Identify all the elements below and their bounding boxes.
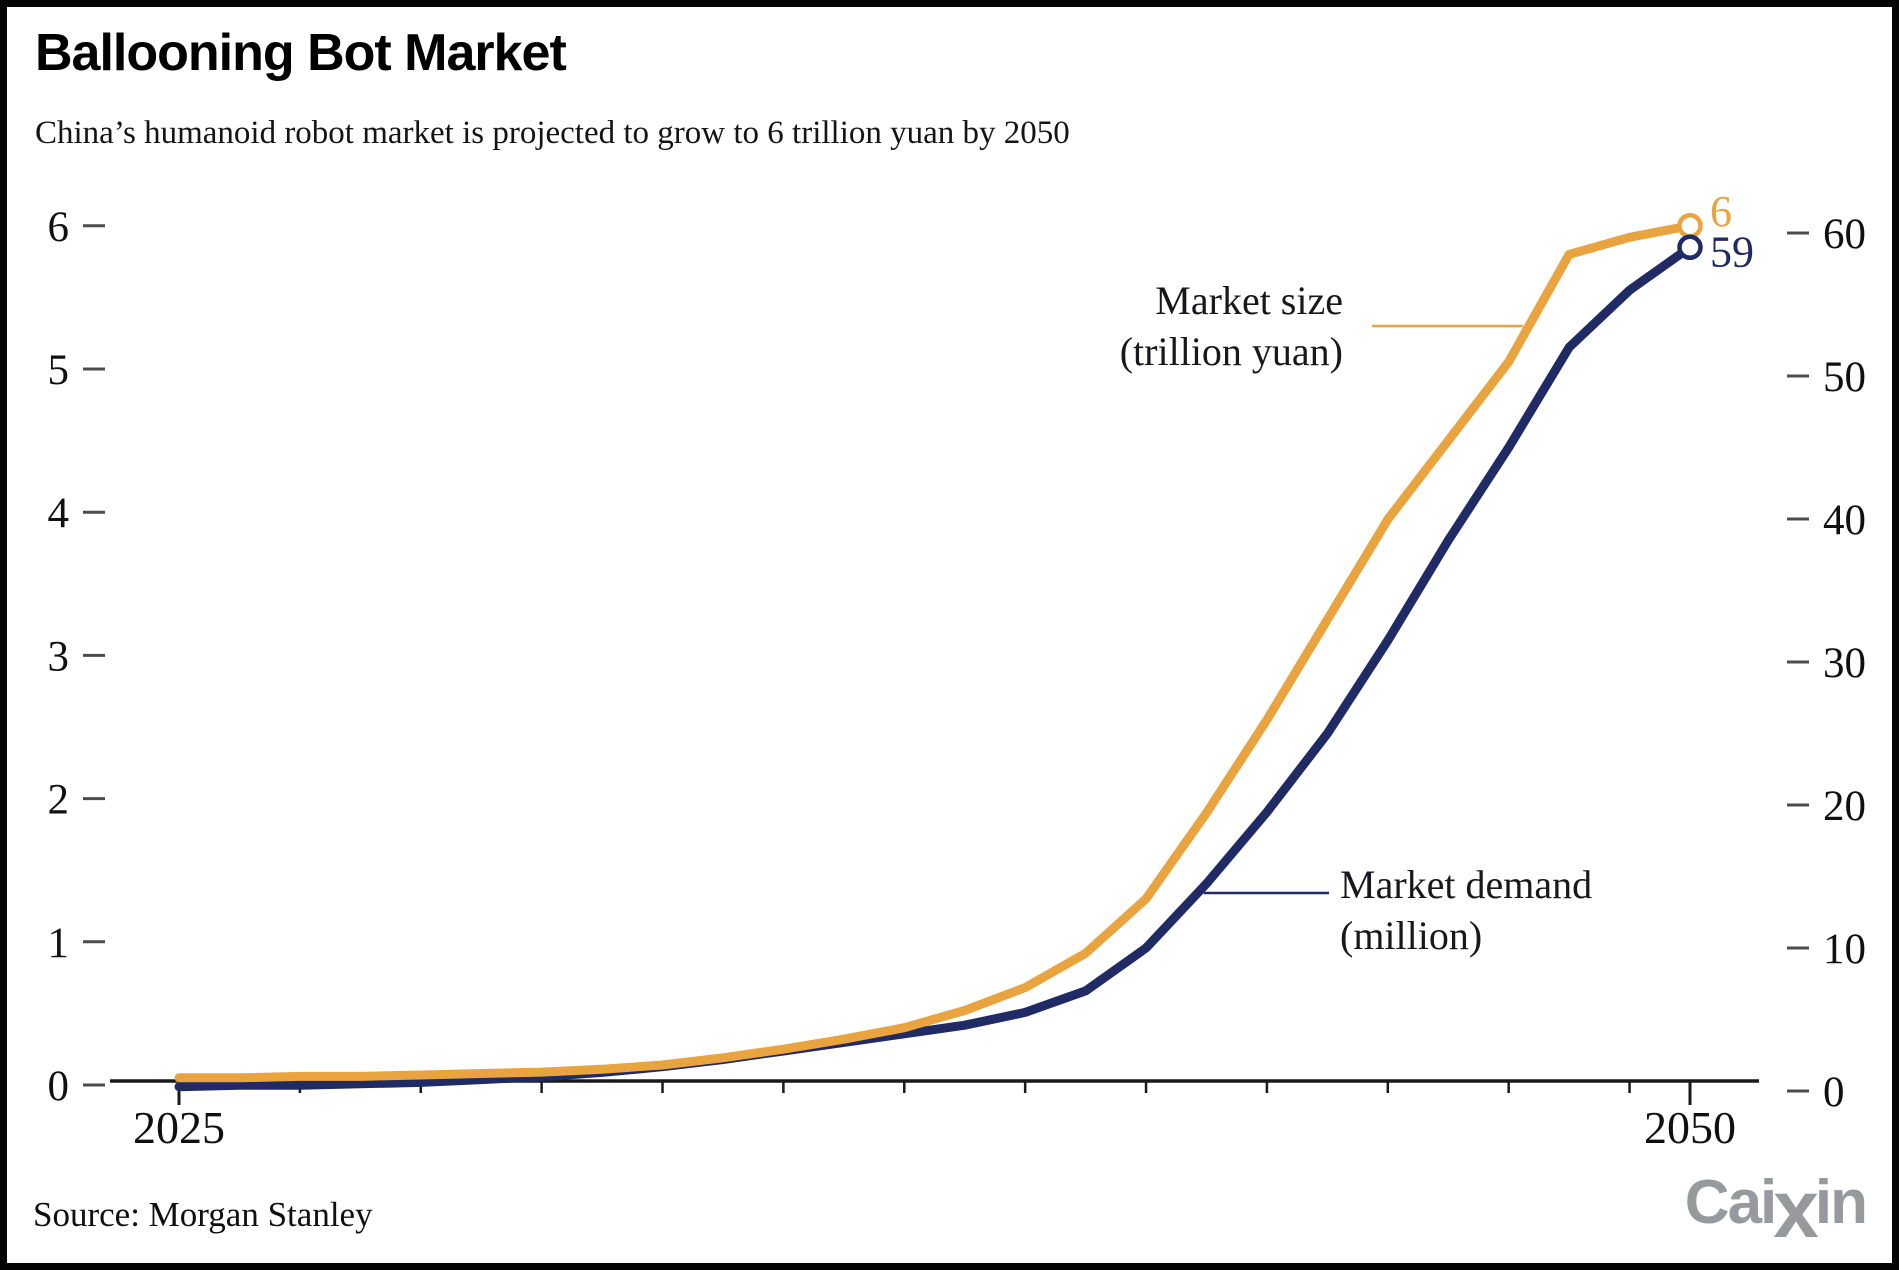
end-value-label: 59 [1710, 227, 1754, 276]
right-tick-label: 0 [1823, 1069, 1845, 1116]
series-label-market-demand: Market demand (million) [1340, 859, 1592, 961]
left-tick-label: 0 [48, 1063, 70, 1110]
end-marker-circle [1677, 234, 1703, 261]
left-tick-label: 4 [48, 490, 70, 537]
series-line-market-demand [174, 242, 1695, 1092]
right-tick-label: 20 [1823, 783, 1866, 830]
series-label-market-demand-line2: (million) [1340, 913, 1483, 958]
series-label-market-demand-line1: Market demand [1340, 862, 1593, 907]
series-line-market-size [174, 221, 1695, 1083]
right-tick-label: 30 [1823, 640, 1866, 687]
end-value-label: 6 [1710, 187, 1732, 236]
end-marker-circle [1677, 213, 1703, 239]
series-label-market-size: Market size (trillion yuan) [1120, 275, 1343, 377]
x-tick-label: 2050 [1644, 1102, 1736, 1153]
caixin-logo-pre: Cai [1684, 1168, 1777, 1237]
right-tick-label: 60 [1823, 211, 1866, 258]
x-tick-label: 2025 [133, 1102, 225, 1153]
left-tick-label: 3 [48, 633, 70, 680]
page-title: Ballooning Bot Market [35, 24, 567, 82]
caixin-logo-post: in [1814, 1168, 1868, 1237]
left-tick-label: 2 [48, 777, 70, 824]
left-tick-label: 5 [48, 347, 70, 394]
right-tick-label: 50 [1823, 354, 1866, 401]
caixin-logo: Caixin [1684, 1164, 1868, 1255]
right-tick-label: 40 [1823, 497, 1866, 544]
left-tick-label: 6 [48, 204, 70, 251]
series-label-market-size-line2: (trillion yuan) [1119, 329, 1343, 374]
left-tick-label: 1 [48, 920, 70, 967]
series-label-market-size-line1: Market size [1155, 278, 1343, 323]
source-note: Source: Morgan Stanley [33, 1195, 373, 1234]
page-subtitle: China’s humanoid robot market is project… [35, 115, 1070, 151]
right-tick-label: 10 [1823, 926, 1866, 973]
